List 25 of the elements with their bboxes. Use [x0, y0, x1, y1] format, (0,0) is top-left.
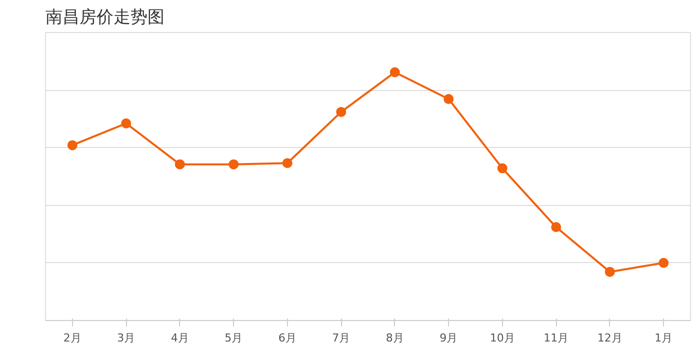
x-tick-label: 9月: [440, 332, 458, 344]
x-tick-label: 7月: [332, 332, 350, 344]
point: [174, 159, 185, 170]
point: [658, 258, 669, 268]
point: [336, 106, 346, 117]
x-tick-label: 5月: [224, 332, 243, 344]
point: [282, 158, 292, 168]
x-tick-label: 12月: [597, 332, 622, 344]
x-tick-label: 8月: [386, 332, 404, 344]
point: [228, 159, 239, 170]
point: [604, 266, 615, 277]
point: [551, 222, 562, 232]
x-tick-label: 6月: [278, 332, 296, 344]
x-tick-label: 4月: [170, 332, 189, 344]
chart-title: 南昌房价走势图: [46, 8, 164, 28]
point: [67, 140, 78, 150]
point: [390, 67, 400, 78]
point: [121, 118, 132, 128]
point: [444, 94, 454, 104]
point: [497, 163, 508, 174]
x-tick-label: 10月: [490, 332, 515, 344]
x-tick-label: 1月: [654, 332, 673, 344]
x-tick-label: 11月: [544, 332, 569, 344]
x-tick-label: 2月: [63, 332, 82, 344]
x-tick-label: 3月: [117, 332, 136, 344]
